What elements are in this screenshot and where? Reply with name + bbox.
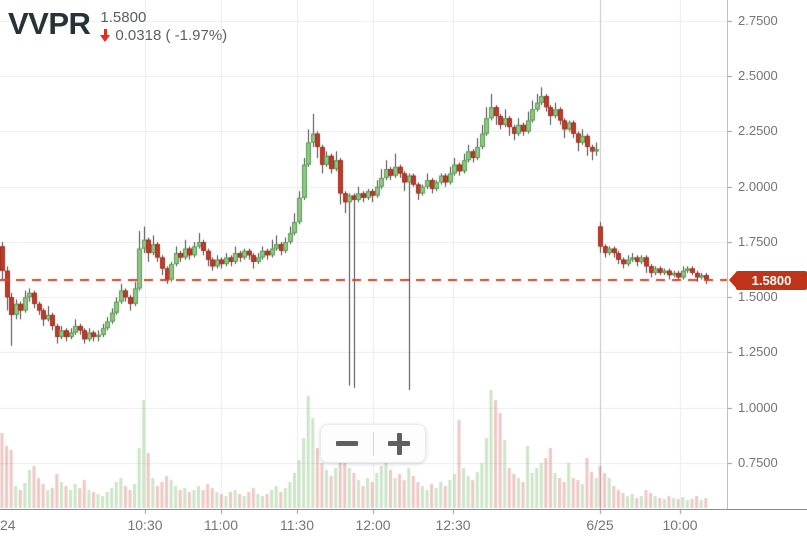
zoom-controls-divider bbox=[372, 431, 374, 456]
price-axis-label: 0.7500 bbox=[738, 455, 778, 470]
ticker-symbol: VVPR bbox=[8, 6, 91, 41]
price-axis-label: 1.7500 bbox=[738, 234, 778, 249]
price-axis-label: 1.0000 bbox=[738, 400, 778, 415]
zoom-in-button[interactable] bbox=[374, 425, 426, 462]
quote-header: VVPR 1.5800 0.0318 ( -1.97%) bbox=[8, 6, 227, 44]
price-change: 0.0318 ( -1.97%) bbox=[115, 27, 228, 44]
zoom-out-button[interactable] bbox=[321, 425, 373, 462]
time-axis[interactable]: 24 10:30 11:00 11:30 12:00 12:30 6/25 10:00 bbox=[0, 509, 807, 540]
down-arrow-icon bbox=[100, 29, 111, 42]
time-axis-label: 10:00 bbox=[662, 517, 698, 533]
time-axis-label: 11:00 bbox=[204, 517, 238, 533]
time-axis-label: 12:00 bbox=[355, 517, 391, 533]
price-axis-label: 1.2500 bbox=[738, 344, 778, 359]
last-price-badge: 1.5800 bbox=[729, 271, 807, 290]
price-axis-label: 1.5000 bbox=[738, 289, 778, 304]
price-change-row: 0.0318 ( -1.97%) bbox=[100, 27, 227, 44]
price-axis-label: 2.7500 bbox=[738, 13, 778, 28]
price-badge-arrow-icon bbox=[729, 271, 737, 289]
last-price: 1.5800 bbox=[100, 9, 147, 26]
minus-icon bbox=[335, 441, 358, 446]
time-axis-label: 10:30 bbox=[127, 517, 163, 533]
time-axis-label: 11:30 bbox=[280, 517, 314, 533]
plus-icon bbox=[388, 432, 411, 455]
price-axis-label: 2.0000 bbox=[738, 179, 778, 194]
time-axis-label: 6/25 bbox=[586, 517, 614, 533]
price-axis-label: 2.2500 bbox=[738, 123, 778, 138]
quote-block: 1.5800 0.0318 ( -1.97%) bbox=[100, 9, 227, 44]
price-axis[interactable]: 2.7500 2.5000 2.2500 2.0000 1.7500 1.5000 1.25… bbox=[727, 0, 807, 509]
time-axis-label: 24 bbox=[0, 517, 16, 533]
price-badge-value: 1.5800 bbox=[736, 271, 807, 290]
time-axis-label: 12:30 bbox=[435, 517, 471, 533]
zoom-controls bbox=[320, 424, 426, 463]
price-axis-label: 2.5000 bbox=[738, 68, 778, 83]
